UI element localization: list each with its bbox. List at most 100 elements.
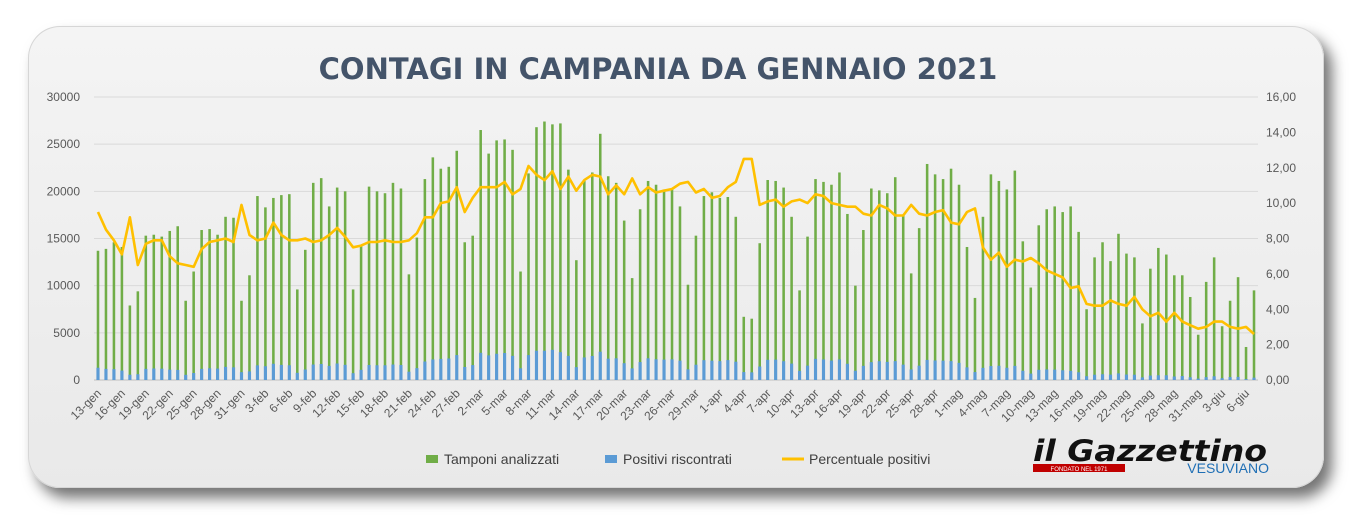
tamponi-bar	[423, 179, 427, 380]
tamponi-bar	[742, 316, 746, 380]
legend-label-percentuale: Percentuale positivi	[809, 451, 930, 467]
positivi-bar	[558, 352, 562, 380]
positivi-bar	[295, 372, 299, 380]
tamponi-bar	[878, 190, 881, 380]
tamponi-bar	[614, 182, 618, 380]
positivi-bar	[120, 370, 124, 380]
positivi-bar	[1148, 375, 1152, 380]
tamponi-bar	[144, 235, 148, 380]
logo-tag-bg	[1033, 464, 1125, 472]
tamponi-bar	[1252, 290, 1256, 380]
tamponi-bar	[909, 273, 913, 380]
positivi-bar	[742, 372, 746, 380]
positivi-bar	[495, 353, 499, 380]
positivi-bar	[335, 363, 339, 380]
tamponi-bar	[136, 291, 140, 380]
chart-title: CONTAGI IN CAMPANIA DA GENNAIO 2021	[319, 52, 998, 86]
y-axis-right: 0,00 2,00 4,00 6,00 8,00 10,00 12,00 14,00 16,00	[1266, 90, 1296, 387]
positivi-bar	[383, 365, 387, 380]
tamponi-bar	[200, 230, 203, 380]
legend: Tamponi analizzati Positivi riscontrati …	[426, 451, 930, 467]
positivi-bar	[965, 367, 969, 380]
tamponi-bar	[973, 297, 977, 380]
tamponi-bar	[96, 250, 100, 380]
tamponi-bar	[702, 196, 706, 380]
tamponi-bar	[694, 235, 698, 380]
positivi-bar	[1140, 377, 1144, 380]
positivi-bar	[1029, 373, 1033, 380]
tamponi-bar	[120, 246, 124, 380]
positivi-bar	[1037, 369, 1041, 380]
tamponi-bar	[519, 271, 522, 380]
tamponi-bar	[1021, 241, 1025, 380]
tamponi-bar	[208, 229, 211, 380]
positivi-bar	[319, 363, 323, 380]
positivi-bar	[957, 362, 961, 380]
positivi-bar	[184, 374, 188, 380]
positivi-bar	[1013, 365, 1017, 380]
positivi-bar	[670, 359, 674, 380]
positivi-bar	[1252, 377, 1256, 380]
tamponi-bar	[981, 216, 985, 380]
tamponi-bar	[870, 188, 873, 380]
positivi-bar	[423, 361, 427, 380]
positivi-bar	[1005, 367, 1009, 380]
positivi-bar	[279, 364, 283, 380]
tamponi-bar	[957, 184, 961, 380]
tamponi-bar	[1029, 287, 1033, 380]
x-tick-label: 27-feb	[429, 386, 463, 420]
tamponi-bar	[280, 195, 283, 380]
tamponi-bar	[925, 163, 929, 380]
tamponi-bar	[447, 166, 451, 380]
positivi-bar	[574, 367, 578, 380]
tamponi-bar	[176, 226, 179, 380]
tamponi-bar	[527, 173, 530, 380]
tamponi-bar	[885, 193, 889, 380]
tamponi-bar	[535, 127, 538, 380]
y-left-tick-label: 25000	[47, 137, 81, 151]
positivi-bar	[176, 369, 180, 380]
positivi-bar	[861, 365, 865, 380]
positivi-bar	[542, 350, 547, 380]
tamponi-bar	[1165, 254, 1168, 380]
positivi-bar	[1053, 369, 1057, 380]
positivi-bar	[479, 352, 483, 380]
positivi-bar	[152, 368, 156, 380]
gridlines	[94, 96, 1258, 381]
positivi-bar	[231, 367, 236, 380]
positivi-bar	[455, 355, 459, 380]
chart-card: CONTAGI IN CAMPANIA DA GENNAIO 2021 0 500…	[28, 26, 1324, 488]
tamponi-bar	[128, 305, 132, 380]
positivi-bar	[208, 368, 212, 380]
tamponi-bar	[941, 179, 945, 380]
y-right-tick-label: 4,00	[1266, 302, 1290, 316]
positivi-bar	[255, 365, 260, 380]
tamponi-bar	[367, 186, 371, 380]
logo-subtitle: VESUVIANO	[1187, 460, 1269, 474]
positivi-bar	[1045, 369, 1049, 380]
positivi-bar	[821, 359, 826, 380]
positivi-bar	[271, 363, 275, 380]
positivi-bar	[694, 364, 698, 380]
tamponi-bar	[854, 285, 857, 380]
y-right-tick-label: 6,00	[1266, 267, 1290, 281]
positivi-bar	[215, 368, 220, 380]
tamponi-bar	[471, 235, 474, 380]
y-left-tick-label: 30000	[47, 90, 81, 104]
positivi-bar	[463, 366, 467, 380]
tamponi-bar	[567, 169, 570, 380]
positivi-bar	[710, 360, 714, 380]
tamponi-bar	[359, 246, 363, 380]
tamponi-bar	[766, 180, 769, 380]
positivi-bar	[941, 360, 945, 380]
tamponi-bar	[1093, 257, 1096, 380]
positivi-bar	[1124, 374, 1129, 380]
positivi-bar	[662, 359, 666, 380]
tamponi-bar	[216, 234, 219, 380]
positivi-bar	[518, 368, 523, 380]
tamponi-bar	[1045, 209, 1049, 380]
tamponi-bar	[272, 197, 275, 380]
positivi-bar	[933, 360, 937, 380]
positivi-bar	[1100, 374, 1105, 380]
positivi-bar	[104, 368, 108, 380]
